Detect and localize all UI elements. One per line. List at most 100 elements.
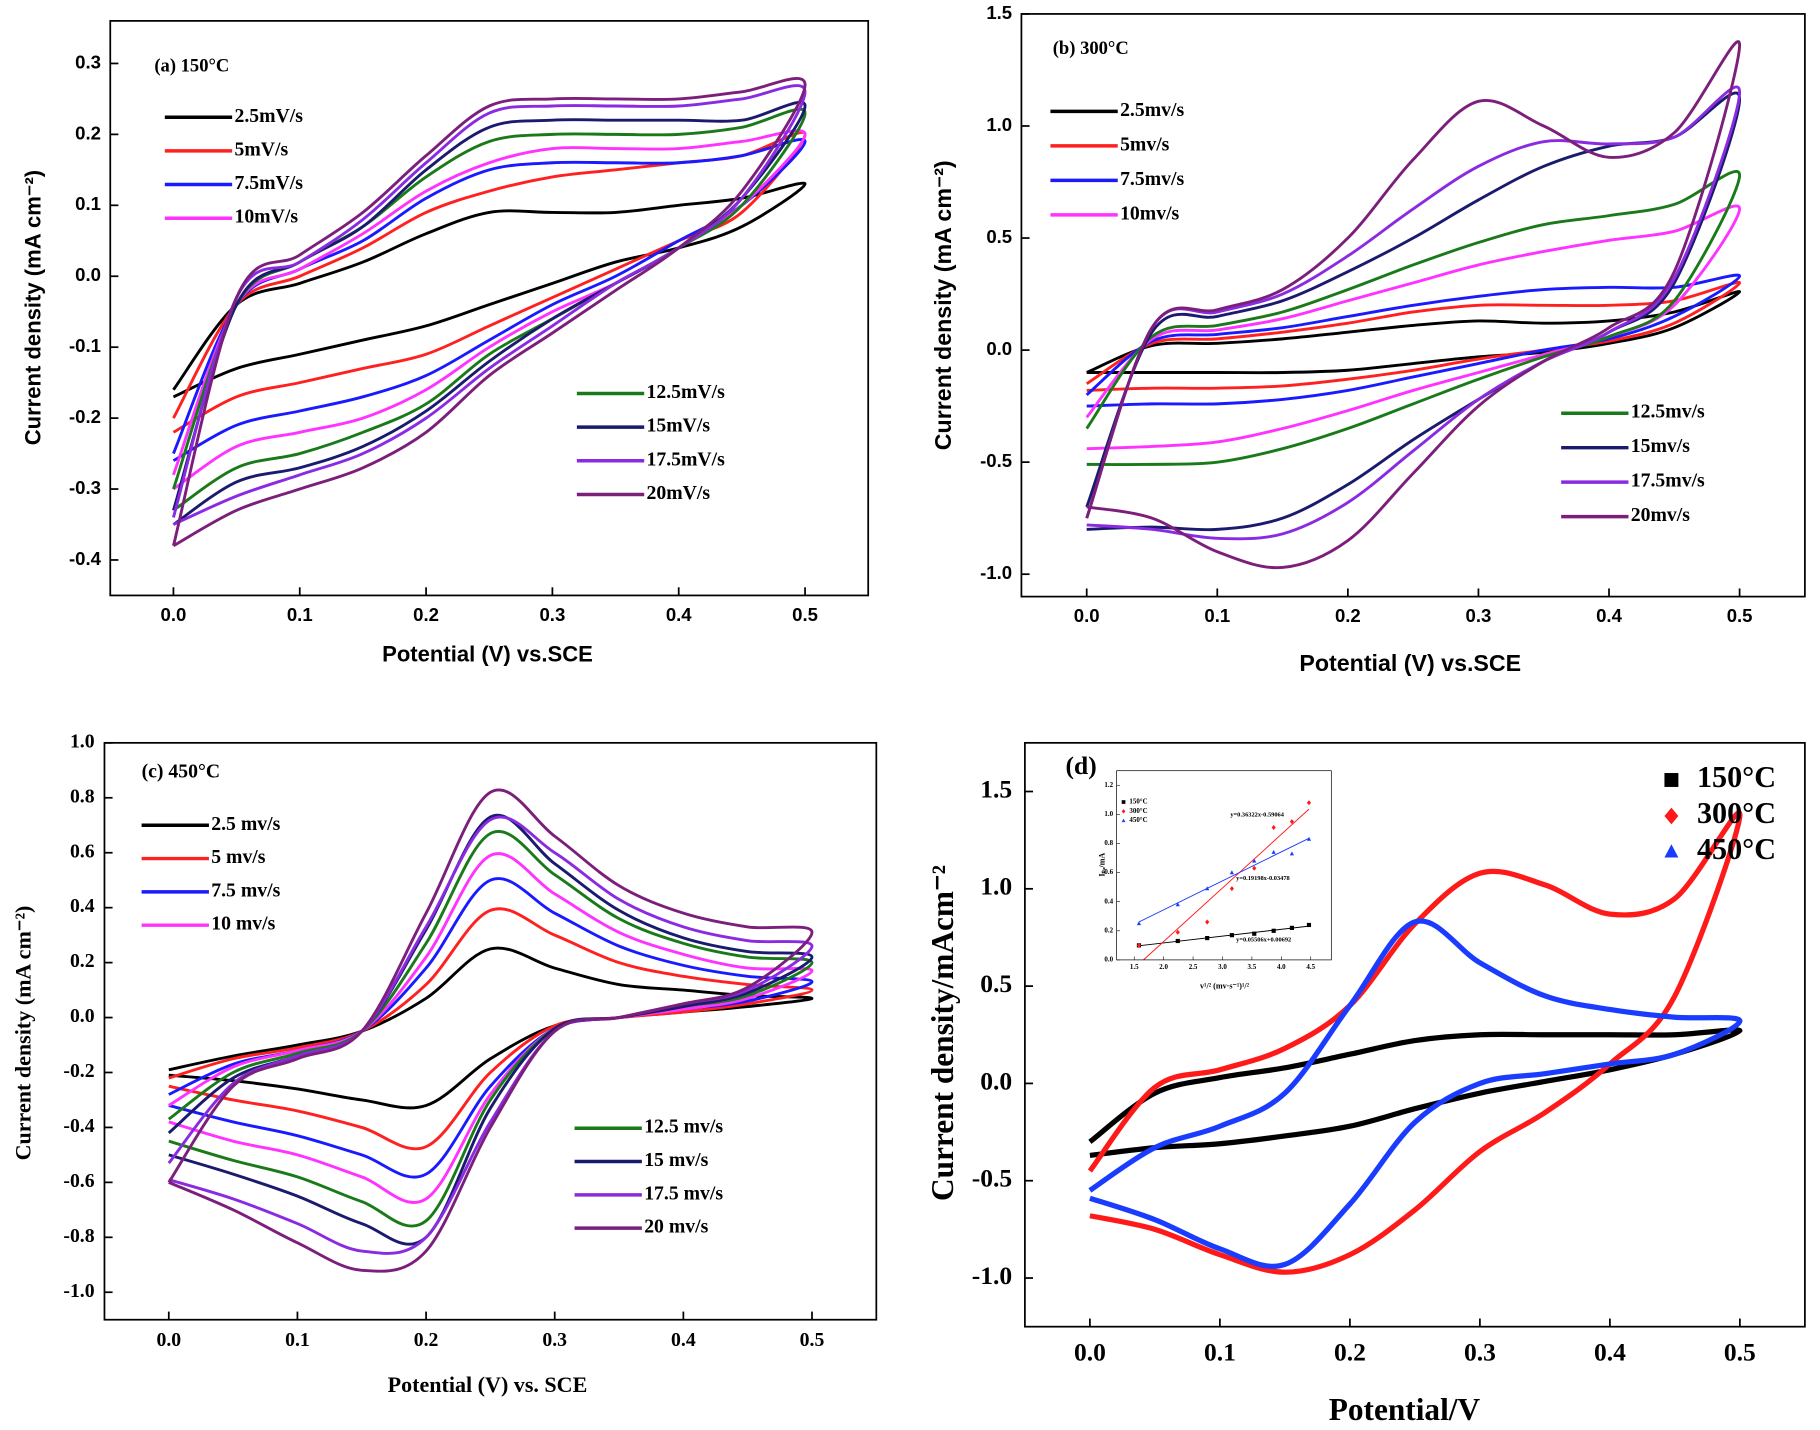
y-tick-label: 0.6 [1104,868,1113,876]
panel-title: (d) [1066,751,1097,780]
x-axis-title: v¹/² (mv·s⁻¹)¹/² [1200,981,1250,990]
data-point [1136,921,1142,926]
x-axis-title: Potential (V) vs. SCE [388,1372,588,1397]
x-tick-label: 0.4 [1594,1338,1626,1367]
x-tick-label: 0.2 [414,1329,439,1351]
plot-frame [109,20,870,597]
data-point [1306,836,1312,841]
figure-body: 0.0 0.1 0.2 0.3 0.4 0.5 -0.4 -0.3 -0.2 -0.1 0.0 0.1… [11,2,1806,1427]
cv-curve [168,946,814,1110]
cv-curve [172,181,807,399]
x-tick-label: 0.1 [285,1329,310,1351]
legend-label: 450°C [1697,832,1776,866]
x-tick-label: 0.2 [1335,605,1361,626]
y-tick-label: 0.5 [986,226,1012,247]
panel-title: (a) 150°C [154,56,229,77]
fit-line [1138,925,1310,947]
x-tick-label: 4.0 [1277,963,1286,971]
y-tick-label: -0.8 [63,1225,94,1247]
legend-label: 15 mv/s [644,1149,708,1171]
data-point [1252,931,1257,936]
legend-label: 7.5mv/s [1120,168,1184,190]
y-tick-label: 0.4 [70,895,95,917]
plot-frame [1116,770,1332,961]
x-tick-label: 0.4 [666,604,692,625]
cv-curve [1085,170,1742,466]
y-tick-label: -1.0 [63,1280,94,1302]
y-tick-label: 0.2 [70,950,95,972]
legend-label: 20mv/s [1631,504,1690,526]
y-tick-label: 1.5 [986,2,1012,23]
legend-label: 17.5 mv/s [644,1182,723,1204]
legend-label: 20mV/s [647,482,711,504]
y-axis-title: Current density (mA cm⁻²) [930,160,956,450]
y-tick-label: 0.2 [1104,926,1113,934]
legend-label: 12.5mv/s [1631,401,1705,423]
x-tick-label: 0.1 [1204,1338,1236,1367]
legend-label: 450°C [1129,816,1147,824]
data-point [1306,922,1312,928]
legend-label: 10 mv/s [211,913,275,935]
x-axis-title: Potential/V [1329,1392,1481,1427]
y-tick-label: 0.0 [980,1066,1012,1095]
y-tick-label: 0.0 [75,264,101,285]
y-tick-label: 1.0 [1104,810,1113,818]
y-tick-label: -0.4 [63,1115,94,1137]
data-point [1289,925,1294,930]
cv-curve [172,100,807,526]
x-tick-label: 2.0 [1159,963,1168,971]
y-tick-label: -0.3 [69,477,101,498]
x-tick-label: 0.3 [539,604,565,625]
y-tick-label: 0.6 [70,840,95,862]
fit-equation: y=0.05506x+0.00692 [1236,937,1291,944]
y-tick-label: -0.6 [63,1170,94,1192]
y-tick-label: 1.5 [980,774,1012,803]
y-axis-title: Current density/mAcm⁻² [925,865,960,1201]
x-axis-title: Potential (V) vs.SCE [1299,650,1521,676]
cv-curve [1085,273,1742,408]
y-tick-label: 0.2 [75,122,101,143]
cv-curve [167,788,814,1273]
x-axis-title: Potential (V) vs.SCE [382,642,593,667]
data-point [1271,928,1276,933]
legend-label: 2.5mv/s [1120,99,1184,121]
data-point [1205,886,1210,891]
y-tick-label: -0.5 [980,450,1012,471]
x-tick-label: 4.5 [1306,963,1315,971]
data-point [1205,935,1210,941]
cv-curve [1087,810,1743,1275]
y-tick-label: -1.0 [980,562,1012,583]
legend-label: 15mV/s [647,415,711,437]
legend-label: 10mV/s [234,206,298,228]
x-tick-label: 0.2 [1334,1338,1366,1367]
cv-curve [172,129,807,491]
data-point [1229,933,1234,938]
plot-frame [1024,741,1806,1328]
legend-label: 150°C [1697,760,1776,794]
fit-line [1143,808,1310,961]
legend-label: 12.5mV/s [647,381,726,403]
legend-label: 2.5mV/s [234,105,303,127]
y-tick-label: 0.0 [70,1005,95,1027]
y-tick-label: 0.3 [75,51,101,72]
y-tick-label: 1.0 [980,872,1012,901]
legend-label: 15mv/s [1631,435,1690,457]
cv-curve [1085,204,1742,451]
legend-label: 2.5 mv/s [211,813,280,835]
cv-curve [1085,280,1742,392]
cv-curve [1085,85,1742,541]
y-axis-title: Current density (mA cm⁻²) [21,170,46,445]
y-tick-label: -0.2 [69,406,101,427]
legend-label: 7.5mV/s [234,172,303,194]
y-tick-label: 1.0 [986,114,1012,135]
legend-label: 5 mv/s [211,846,266,868]
legend-label: 5mV/s [234,138,288,160]
y-tick-label: 0.4 [1104,897,1113,905]
x-tick-label: 0.1 [1204,605,1230,626]
x-tick-label: 0.5 [1727,605,1753,626]
cv-curve [172,84,807,526]
y-tick-label: 0.1 [75,193,101,214]
legend-marker [1121,809,1126,814]
